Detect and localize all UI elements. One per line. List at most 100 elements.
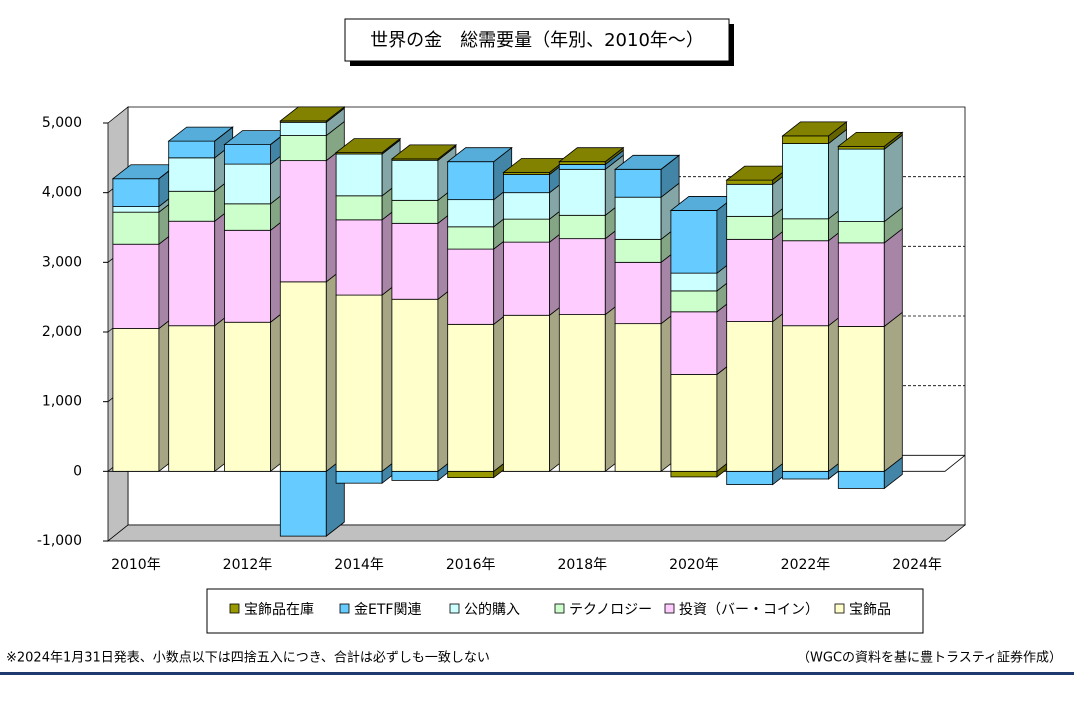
bar-segment [334, 137, 402, 155]
bar-front [503, 218, 550, 243]
footer-rule [0, 672, 1074, 675]
bar-front [112, 211, 160, 245]
bar-segment [558, 299, 624, 473]
x-tick-label: 2024年 [892, 557, 942, 573]
bar-front [447, 161, 495, 201]
x-tick-label: 2018年 [557, 557, 607, 573]
legend-label: 宝飾品在庫 [244, 601, 314, 618]
bar-segment [837, 131, 904, 150]
bar-front [837, 242, 885, 327]
bar-segment [168, 143, 234, 193]
bar-segment [279, 267, 345, 473]
bar-front [670, 290, 718, 313]
bar-front [279, 121, 327, 136]
bar-front [168, 325, 216, 472]
bar-front [782, 240, 829, 327]
bar-top [279, 106, 346, 122]
x-tick-label: 2016年 [446, 557, 496, 573]
bar-side [660, 155, 680, 170]
bar-front [614, 261, 662, 325]
bar-front [782, 135, 829, 144]
bar-front [558, 314, 606, 472]
bar-front [168, 220, 216, 327]
bar-top [390, 144, 458, 160]
bar-segment [447, 234, 513, 326]
bar-front [447, 470, 495, 479]
bar-front [558, 164, 606, 170]
bar-front [837, 221, 885, 244]
bar-segment [447, 309, 513, 473]
bar-segment [390, 144, 458, 162]
bar-segment [214, 126, 233, 142]
bar-front [837, 145, 885, 150]
bar-side [214, 126, 233, 142]
bar-front [614, 168, 662, 198]
bar-front [503, 174, 550, 194]
bar-segment [782, 225, 847, 327]
bar-front [447, 248, 495, 325]
y-tick-label: 2,000 [42, 324, 82, 340]
bar-segment [782, 310, 847, 473]
bar-front [782, 470, 829, 480]
bar-segment [224, 215, 289, 324]
bar-front [503, 314, 550, 472]
bar-segment [837, 206, 903, 244]
bar-segment [837, 134, 903, 223]
bar-segment [224, 307, 289, 473]
note-left: ※2024年1月31日発表、小数点以下は四捨五入につき、合計は必ずしも一致しない [6, 650, 490, 666]
note-right: （WGCの資料を基に豊トラスティ証券作成） [797, 650, 1062, 666]
bar-top [334, 138, 402, 154]
bar-segment [726, 306, 792, 473]
bar-front [279, 281, 327, 472]
legend-swatch [339, 603, 350, 614]
bar-front [837, 470, 885, 489]
legend-label: 投資（バー・コイン） [679, 602, 819, 618]
bar-front [224, 163, 271, 205]
bar-segment [614, 308, 680, 473]
x-tick-label: 2022年 [781, 557, 831, 573]
bar-top [781, 121, 848, 137]
legend-box [206, 588, 924, 634]
bar-front [837, 326, 885, 472]
legend-label: テクノロジー [569, 602, 652, 618]
bar-segment [112, 229, 178, 330]
bar-front [447, 226, 495, 250]
bar-front [558, 168, 606, 216]
bar-segment [503, 300, 568, 473]
bar-side [883, 311, 903, 473]
bar-segment [112, 313, 178, 473]
bar-side [883, 228, 903, 328]
bar-front [670, 374, 718, 472]
bar-front [782, 325, 829, 472]
legend-label: 公的購入 [464, 602, 520, 618]
bar-segment [613, 154, 681, 199]
bar-front [335, 470, 383, 484]
bar-front [224, 321, 271, 472]
title-box [344, 18, 730, 62]
legend-label: 金ETF関連 [354, 602, 421, 618]
y-tick-label: 3,000 [42, 254, 82, 270]
bar-segment [446, 146, 513, 201]
bar-front [335, 294, 383, 472]
floor [106, 524, 967, 542]
bar-front [726, 183, 774, 217]
x-tick-label: 2012年 [223, 557, 273, 573]
bar-segment [279, 106, 346, 124]
y-tick-label: 4,000 [42, 185, 82, 201]
bar-segment [669, 195, 737, 274]
bar-segment [726, 224, 792, 323]
y-tick-label: -1,000 [37, 533, 82, 549]
bar-front [335, 219, 383, 296]
bar-front [224, 144, 271, 165]
bar-front [279, 135, 327, 162]
bar-segment [168, 310, 234, 473]
bar-front [782, 143, 829, 220]
x-tick-label: 2014年 [334, 557, 384, 573]
bar-front [726, 470, 774, 485]
bar-segment [781, 121, 848, 145]
bar-side [883, 134, 903, 223]
bar-front [558, 238, 606, 315]
bar-front [335, 153, 383, 197]
bar-front [168, 190, 216, 222]
